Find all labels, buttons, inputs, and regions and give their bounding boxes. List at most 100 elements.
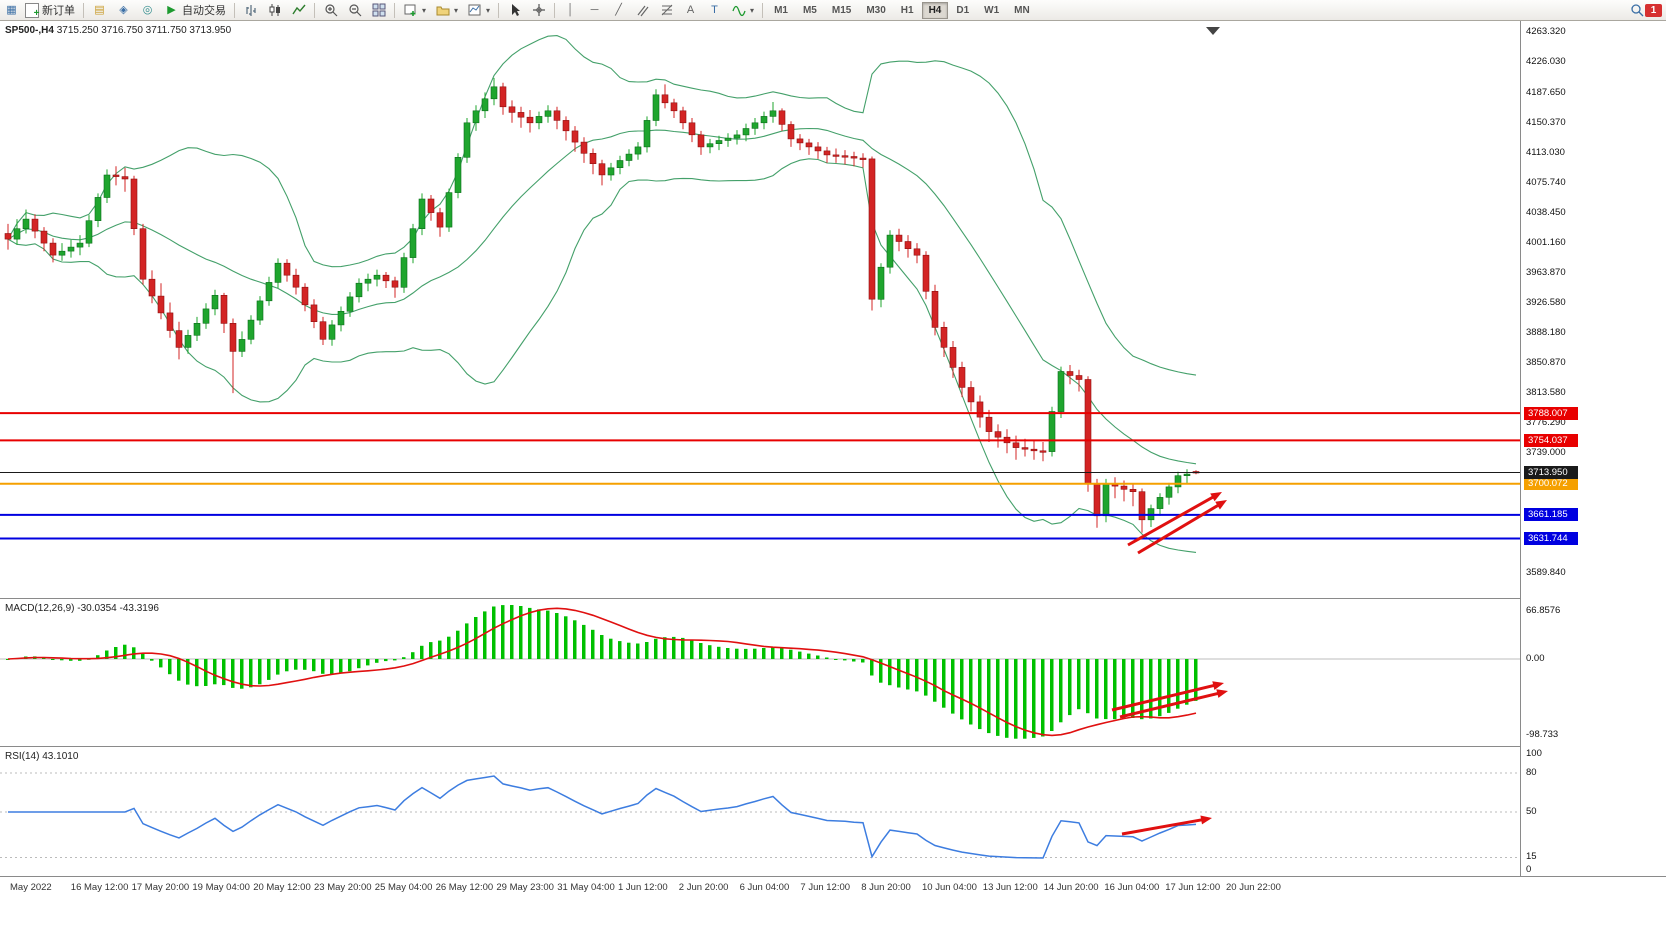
label-tool-button[interactable]: T — [703, 1, 726, 19]
channel-tool-button[interactable] — [631, 1, 654, 19]
price-level-badge: 3661.185 — [1524, 508, 1578, 522]
candle — [913, 248, 921, 256]
timeframe-m30-button[interactable]: M30 — [859, 2, 892, 19]
price-axis[interactable]: 4263.320 4226.030 4187.650 4150.370 4113.030… — [1520, 21, 1666, 876]
profiles-button[interactable]: ▾ — [431, 1, 462, 19]
rsi-tick: 100 — [1526, 748, 1542, 759]
crosshair-button[interactable] — [527, 1, 550, 19]
rsi-canvas[interactable] — [0, 747, 1520, 877]
macd-histogram-bar — [924, 659, 928, 696]
macd-histogram-bar — [294, 659, 298, 670]
candle — [418, 198, 426, 230]
rsi-panel[interactable]: RSI(14) 43.1010 — [0, 746, 1520, 877]
macd-histogram-bar — [888, 659, 892, 686]
trend-arrow[interactable] — [1111, 682, 1219, 712]
macd-label: MACD(12,26,9) -30.0354 -43.3196 — [5, 603, 159, 614]
chart-shift-marker-icon[interactable] — [1206, 27, 1220, 35]
trend-arrow-head[interactable] — [1200, 815, 1212, 825]
candle — [238, 339, 246, 352]
time-label: 2 Jun 20:00 — [678, 882, 729, 893]
candle — [1030, 448, 1038, 452]
candle — [859, 157, 867, 160]
macd-histogram-bar — [789, 649, 793, 659]
candle — [625, 153, 633, 161]
candlestick-chart-button[interactable] — [263, 1, 286, 19]
add-indicator-button[interactable]: ▾ — [727, 1, 758, 19]
line-chart-button[interactable] — [287, 1, 310, 19]
market-watch-icon: ▤ — [94, 3, 105, 16]
macd-histogram-bar — [519, 606, 523, 659]
macd-histogram-bar — [348, 659, 352, 672]
trend-arrow-head[interactable] — [1216, 689, 1228, 698]
timeframe-h1-button[interactable]: H1 — [894, 2, 921, 19]
main-chart-panel[interactable]: SP500-,H4 3715.250 3716.750 3711.750 371… — [0, 21, 1520, 598]
ohlc-label: 3715.250 3716.750 3711.750 3713.950 — [56, 25, 232, 36]
vertical-line-tool-button[interactable]: │ — [559, 1, 582, 19]
time-label: 17 Jun 12:00 — [1165, 882, 1221, 893]
macd-histogram-bar — [69, 659, 73, 661]
zoom-in-button[interactable] — [319, 1, 342, 19]
macd-histogram-bar — [429, 642, 433, 659]
candle — [994, 431, 1002, 438]
main-chart-canvas[interactable] — [0, 21, 1520, 598]
timeframe-d1-button[interactable]: D1 — [949, 2, 976, 19]
trend-arrow[interactable] — [1119, 690, 1223, 719]
timeframe-mn-button[interactable]: MN — [1007, 2, 1037, 19]
candle — [508, 106, 516, 113]
time-axis[interactable]: May 2022 16 May 12:00 17 May 20:00 19 May 0… — [0, 876, 1666, 899]
horizontal-line-tool-button[interactable]: ─ — [583, 1, 606, 19]
zoom-in-icon — [323, 3, 338, 18]
price-tick: 4038.450 — [1526, 206, 1566, 218]
timeframe-h4-button[interactable]: H4 — [921, 1, 949, 19]
macd-panel[interactable]: MACD(12,26,9) -30.0354 -43.3196 — [0, 598, 1520, 747]
notification-badge[interactable]: 1 — [1645, 3, 1662, 17]
candle — [1075, 375, 1083, 380]
chart-template-button[interactable]: ▾ — [463, 1, 494, 19]
candle — [1039, 450, 1047, 453]
trend-arrow-head[interactable] — [1210, 492, 1222, 502]
macd-histogram-bar — [105, 650, 109, 659]
macd-histogram-bar — [456, 630, 460, 659]
autotrading-icon: ▶ — [167, 3, 176, 16]
bollinger-band-line — [7, 127, 1197, 465]
market-watch-button[interactable]: ▤ — [88, 1, 111, 19]
tile-windows-icon — [371, 3, 386, 18]
text-tool-button[interactable]: A — [679, 1, 702, 19]
autotrading-button[interactable]: ▶ 自动交易 — [160, 1, 230, 19]
macd-histogram-bar — [834, 659, 838, 660]
trend-arrow-head[interactable] — [1215, 500, 1227, 510]
candle — [121, 176, 129, 180]
timeframe-w1-button[interactable]: W1 — [977, 2, 1006, 19]
trend-arrow-head[interactable] — [1212, 681, 1224, 690]
terminal-button[interactable]: ◎ — [136, 1, 159, 19]
zoom-out-button[interactable] — [343, 1, 366, 19]
search-icon[interactable] — [1629, 3, 1644, 18]
tile-windows-button[interactable] — [367, 1, 390, 19]
bar-chart-button[interactable] — [239, 1, 262, 19]
trend-arrow[interactable] — [1121, 817, 1207, 836]
toolbar-separator — [314, 2, 315, 18]
chevron-down-icon: ▾ — [454, 5, 459, 15]
macd-canvas[interactable] — [0, 599, 1520, 747]
macd-histogram-bar — [780, 647, 784, 659]
trend-arrow[interactable] — [1127, 493, 1218, 547]
trendline-tool-button[interactable]: ╱ — [607, 1, 630, 19]
trend-arrow[interactable] — [1137, 501, 1223, 555]
macd-histogram-bar — [1194, 659, 1198, 701]
timeframe-m5-button[interactable]: M5 — [796, 2, 824, 19]
new-chart-button[interactable]: ▾ — [399, 1, 430, 19]
timeframe-group: M1 M5 M15 M30 H1 H4 D1 W1 MN — [767, 1, 1037, 19]
candle — [364, 278, 372, 284]
macd-histogram-bar — [762, 648, 766, 659]
timeframe-m15-button[interactable]: M15 — [825, 2, 858, 19]
new-order-button[interactable]: 新订单 — [20, 1, 79, 21]
timeframe-m1-button[interactable]: M1 — [767, 2, 795, 19]
navigator-button[interactable]: ◈ — [112, 1, 135, 19]
macd-histogram-bar — [798, 651, 802, 659]
macd-histogram-bar — [150, 659, 154, 661]
macd-tick: 0.00 — [1526, 653, 1545, 664]
cursor-button[interactable] — [503, 1, 526, 19]
time-label: May 2022 — [10, 882, 52, 893]
macd-histogram-bar — [1149, 659, 1153, 719]
fibonacci-tool-button[interactable] — [655, 1, 678, 19]
